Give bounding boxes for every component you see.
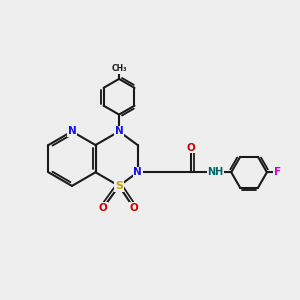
Text: O: O (130, 203, 138, 213)
Text: S: S (115, 181, 123, 191)
Text: O: O (99, 203, 107, 213)
Text: N: N (115, 126, 123, 136)
Text: O: O (187, 142, 195, 152)
Text: NH: NH (208, 167, 224, 177)
Text: F: F (274, 167, 281, 177)
Text: CH₃: CH₃ (111, 64, 127, 73)
Text: N: N (133, 167, 142, 177)
Text: N: N (68, 126, 76, 136)
